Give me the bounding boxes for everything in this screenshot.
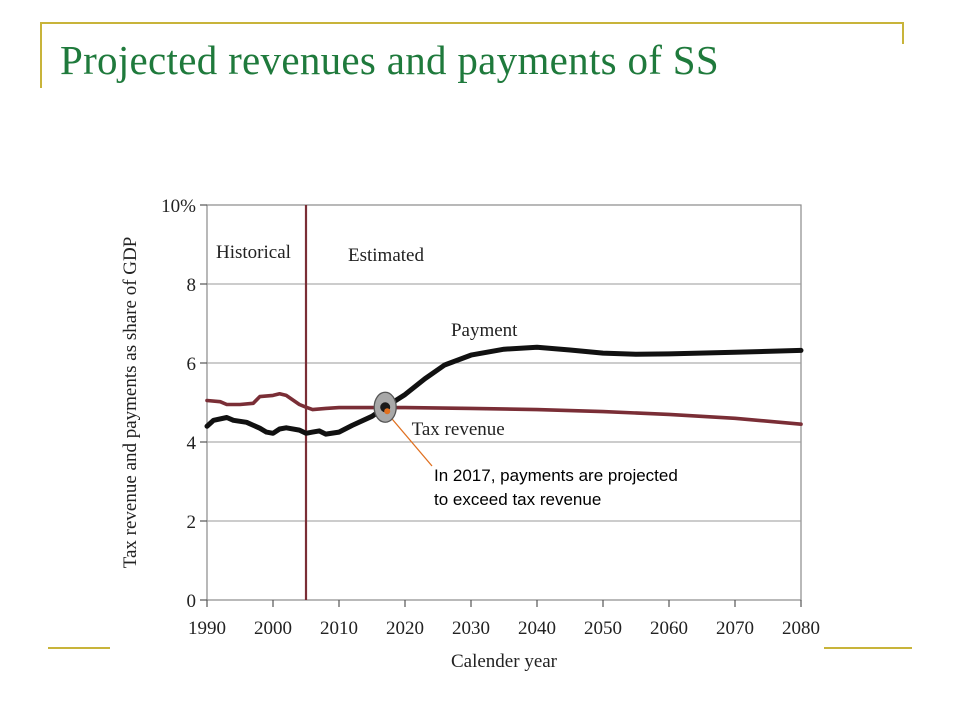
annotation-line-2: to exceed tax revenue: [434, 490, 602, 509]
footer-line-right: [824, 647, 912, 649]
series-line-tax-revenue: [205, 392, 803, 426]
x-tick-label: 2060: [650, 618, 688, 639]
annotation-marker-dot: [384, 408, 391, 415]
series-label-payment: Payment: [451, 320, 518, 341]
annotation-callout: In 2017, payments are projected to excee…: [434, 464, 678, 512]
footer-line-left: [48, 647, 110, 649]
x-tick-label: 2000: [254, 618, 292, 639]
y-tick-label: 4: [187, 433, 197, 454]
x-tick-label: 2080: [782, 618, 820, 639]
x-tick-label: 2010: [320, 618, 358, 639]
slide-frame-right: [902, 22, 904, 44]
y-tick-label: 8: [187, 275, 197, 296]
x-tick-label: 2040: [518, 618, 556, 639]
annotation-line-1: In 2017, payments are projected: [434, 466, 678, 485]
series-line-payment: [204, 344, 804, 437]
y-axis-label: Tax revenue and payments as share of GDP: [120, 237, 141, 569]
y-tick-label: 10%: [161, 196, 196, 217]
y-tick-label: 0: [187, 591, 197, 612]
x-tick-label: 2050: [584, 618, 622, 639]
slide-frame-left: [40, 22, 42, 88]
x-tick-label: 2020: [386, 618, 424, 639]
region-label-historical: Historical: [216, 242, 291, 263]
annotation-leader-line: [386, 412, 433, 467]
series-label-tax-revenue: Tax revenue: [412, 419, 505, 440]
region-label-estimated: Estimated: [348, 245, 424, 266]
x-tick-label: 2030: [452, 618, 490, 639]
slide-frame-top: [40, 22, 904, 24]
x-tick-label: 1990: [188, 618, 226, 639]
x-axis-label: Calender year: [451, 651, 558, 672]
y-tick-label: 6: [187, 354, 197, 375]
y-tick-label: 2: [187, 512, 197, 533]
x-tick-label: 2070: [716, 618, 754, 639]
slide-title: Projected revenues and payments of SS: [60, 37, 719, 83]
